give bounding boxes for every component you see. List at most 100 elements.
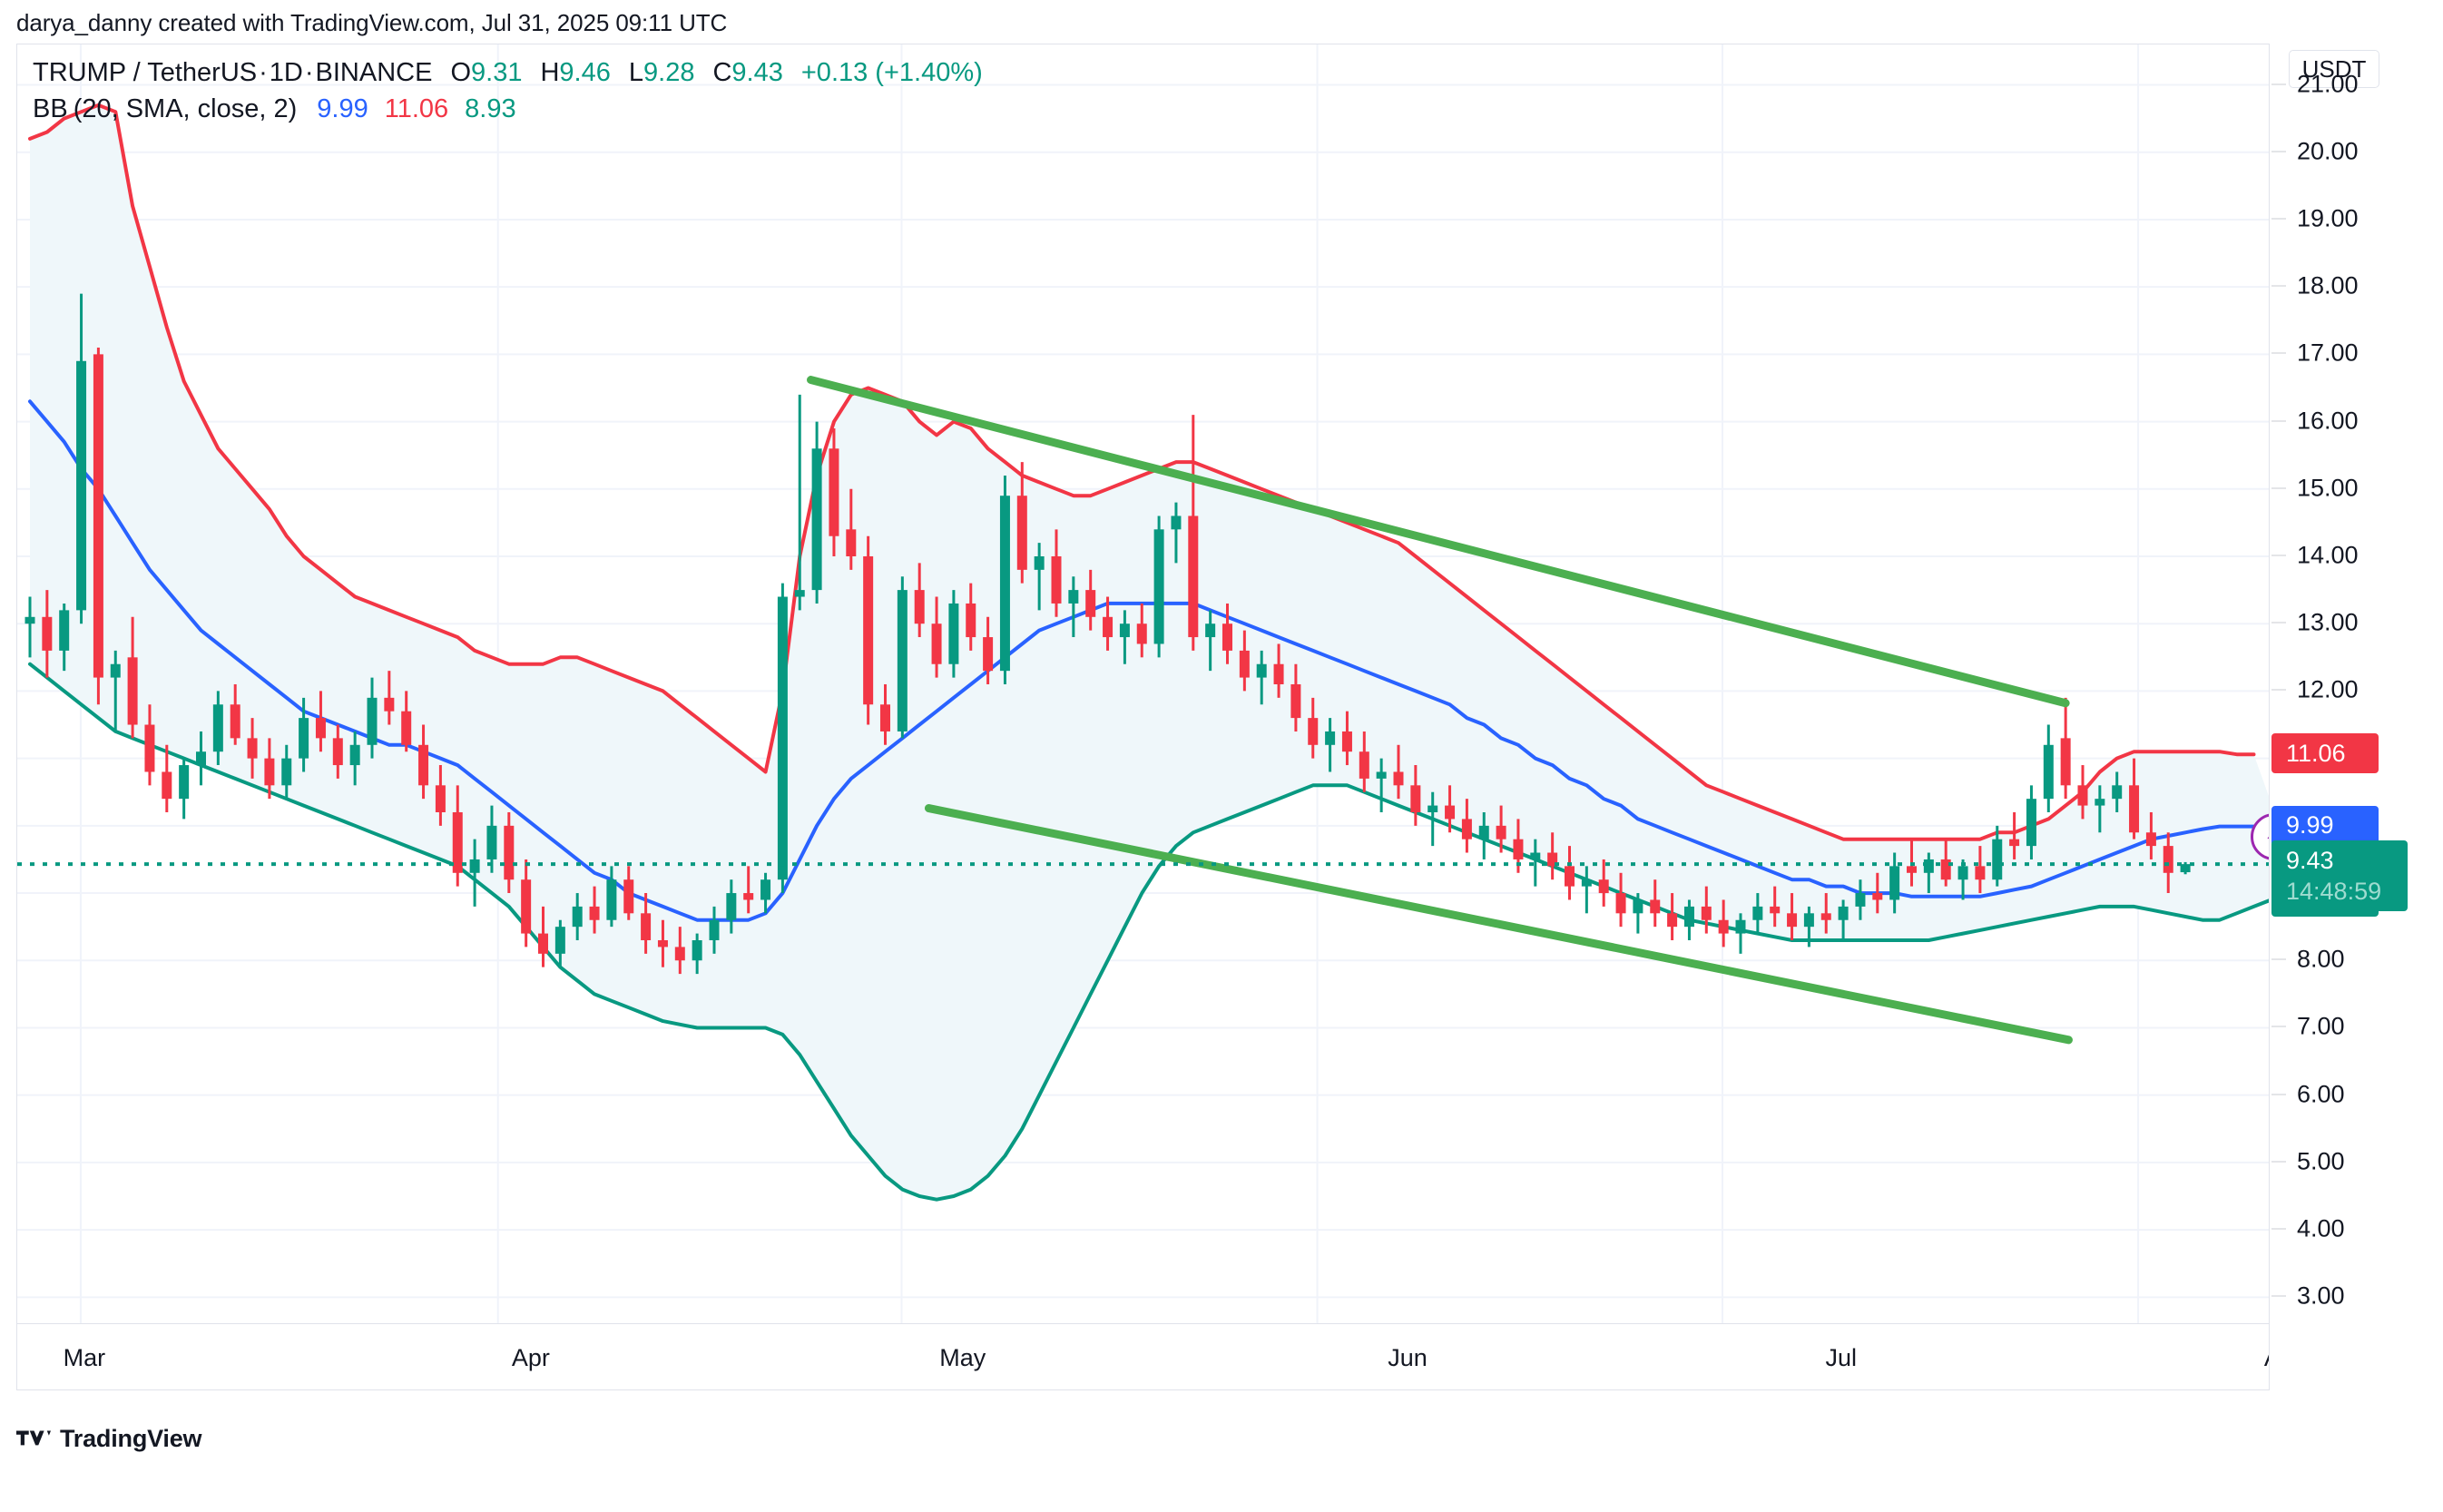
candle-body	[42, 616, 53, 651]
candle-body	[2145, 832, 2156, 847]
candle-body	[846, 529, 857, 556]
price-tick-label: 7.00	[2297, 1012, 2345, 1040]
interval-label[interactable]: 1D	[269, 58, 303, 87]
candle-body	[247, 738, 258, 759]
candle-body	[2026, 799, 2036, 847]
legend-separator-2: ·	[304, 58, 314, 87]
current-price-tag[interactable]: 9.43 14:48:59	[2271, 840, 2408, 912]
price-tick-label: 15.00	[2297, 474, 2359, 502]
candle-body	[1803, 913, 1814, 928]
candle-body	[1051, 556, 1062, 604]
candle-body	[1478, 825, 1489, 839]
candle-body	[1838, 906, 1849, 920]
candle-body	[657, 940, 668, 947]
candle-body	[880, 704, 890, 731]
bb-lower-value: 8.93	[465, 94, 516, 123]
candle-body	[1308, 718, 1319, 745]
candle-body	[1923, 859, 1934, 873]
candle-body	[435, 785, 446, 812]
candle-body	[1461, 819, 1472, 839]
price-tick-mark	[2271, 958, 2286, 960]
candle-body	[1683, 906, 1694, 928]
trendline-lower-support	[924, 804, 2073, 1045]
candle-body	[1205, 623, 1216, 638]
candle-body	[2180, 864, 2191, 873]
candle-body	[641, 913, 652, 940]
candle-body	[1290, 684, 1301, 719]
bb-basis-tag[interactable]: 9.99	[2271, 805, 2379, 846]
price-tick-label: 20.00	[2297, 137, 2359, 165]
price-tick-label: 17.00	[2297, 339, 2359, 367]
price-tick-mark	[2271, 689, 2286, 691]
price-tick-mark	[2271, 1161, 2286, 1163]
time-axis[interactable]: MarAprMayJunJulAug	[16, 1323, 2427, 1390]
high-key: H	[540, 58, 560, 87]
candlestick-plot[interactable]	[17, 44, 2270, 1324]
candle-body	[25, 616, 35, 624]
candle-body	[1393, 771, 1404, 786]
indicator-row[interactable]: BB (20, SMA, close, 2) 9.99 11.06 8.93	[33, 94, 983, 131]
indicator-name[interactable]: BB	[33, 94, 68, 123]
candle-body	[1650, 899, 1661, 914]
candle-body	[1359, 751, 1369, 779]
tradingview-wordmark: TradingView	[60, 1425, 202, 1452]
change-value: +0.13 (+1.40%)	[800, 58, 983, 87]
candle-body	[1325, 731, 1336, 745]
legend-separator-1: ·	[259, 58, 268, 87]
time-tick-label: Jul	[1825, 1344, 1857, 1371]
symbol-label[interactable]: TRUMP / TetherUS	[33, 58, 258, 87]
candle-body	[59, 610, 70, 651]
bb-upper-value: 11.06	[384, 94, 449, 123]
current-price-value: 9.43	[2286, 847, 2334, 875]
candle-body	[1598, 879, 1609, 894]
candle-body	[1907, 866, 1917, 873]
candle-body	[1188, 515, 1199, 638]
tradingview-logo[interactable]: TradingView	[16, 1425, 202, 1453]
candle-body	[538, 933, 548, 954]
trendline-upper-resistance	[807, 376, 2070, 708]
tradingview-mark-icon	[16, 1430, 51, 1445]
close-value: 9.43	[731, 58, 783, 87]
candle-body	[299, 718, 309, 759]
candle-body	[1701, 906, 1712, 920]
candle-body	[162, 771, 172, 800]
indicator-params[interactable]: (20, SMA, close, 2)	[73, 94, 298, 123]
candle-body	[76, 360, 87, 611]
currency-badge[interactable]: USDT	[2289, 50, 2379, 88]
price-tick-mark	[2271, 285, 2286, 287]
candle-body	[1787, 913, 1798, 928]
candle-body	[1341, 731, 1352, 752]
close-key: C	[712, 58, 732, 87]
candle-body	[863, 556, 874, 705]
price-tick-label: 14.00	[2297, 541, 2359, 569]
candle-body	[504, 825, 515, 880]
candle-body	[1256, 663, 1267, 678]
candle-body	[1136, 623, 1147, 644]
price-tick-label: 3.00	[2297, 1281, 2345, 1310]
candle-body	[777, 596, 788, 880]
bb-upper-tag[interactable]: 11.06	[2271, 733, 2379, 774]
candle-body	[1273, 663, 1284, 684]
candle-body	[486, 825, 497, 859]
candle-body	[1855, 893, 1866, 907]
time-tick-label: Apr	[511, 1344, 550, 1371]
price-tick-label: 18.00	[2297, 271, 2359, 299]
exchange-label[interactable]: BINANCE	[315, 58, 433, 87]
candle-body	[2112, 785, 2123, 800]
candle-body	[1119, 623, 1130, 638]
price-axis[interactable]: USDT 21.00 20.00 19.00 18.00 17.00 16.00 15.00…	[2269, 44, 2427, 1390]
candle-body	[692, 940, 702, 961]
candle-body	[2163, 846, 2173, 873]
candle-body	[452, 812, 463, 873]
bollinger-band-fill	[30, 104, 2270, 1200]
bollinger-basis-line	[28, 399, 2256, 922]
price-tick-label: 6.00	[2297, 1080, 2345, 1108]
candle-body	[469, 859, 480, 873]
price-tick-mark	[2271, 1094, 2286, 1095]
chart-frame[interactable]	[16, 44, 2427, 1390]
candle-body	[1153, 529, 1164, 644]
candle-body	[1718, 919, 1729, 934]
price-tick-label: 16.00	[2297, 407, 2359, 435]
candle-body	[554, 927, 565, 954]
